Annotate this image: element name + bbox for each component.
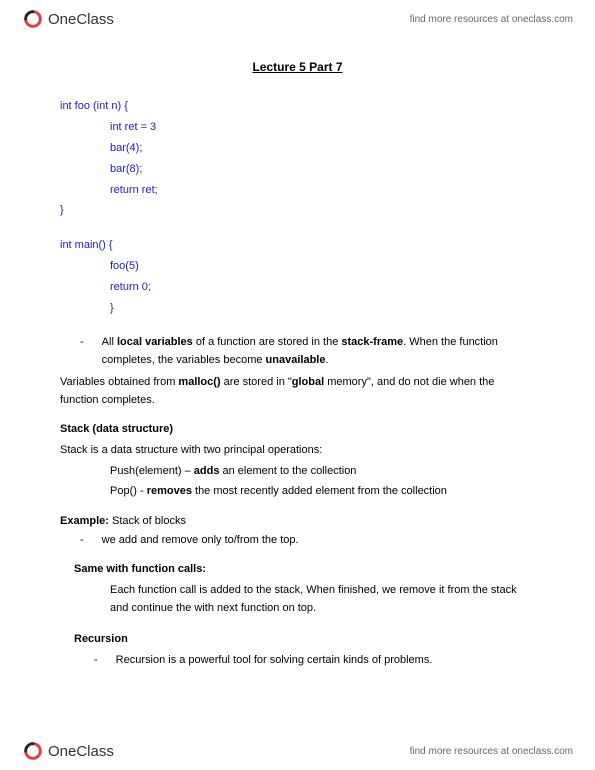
bullet-dash: - xyxy=(94,651,98,669)
document-content: Lecture 5 Part 7 int foo (int n) { int r… xyxy=(60,60,535,720)
logo-icon xyxy=(22,740,44,762)
heading-recursion: Recursion xyxy=(60,633,535,645)
brand-logo: OneClass xyxy=(22,8,114,30)
heading-same-calls: Same with function calls: xyxy=(60,563,535,575)
recursion-bullet: - Recursion is a powerful tool for solvi… xyxy=(60,651,535,669)
code-line: return ret; xyxy=(60,180,535,201)
brand-logo-footer: OneClass xyxy=(22,740,114,762)
footer-resources-link[interactable]: find more resources at oneclass.com xyxy=(410,746,573,757)
pop-operation: Pop() - removes the most recently added … xyxy=(60,482,535,501)
paragraph-same-calls: Each function call is added to the stack… xyxy=(60,581,535,617)
example-heading: Example: Stack of blocks xyxy=(60,515,535,527)
code-line: bar(4); xyxy=(60,138,535,159)
code-line: foo(5) xyxy=(60,256,535,277)
page-header: OneClass find more resources at oneclass… xyxy=(0,0,595,38)
code-line: } xyxy=(60,298,535,319)
code-line: int ret = 3 xyxy=(60,117,535,138)
paragraph-malloc: Variables obtained from malloc() are sto… xyxy=(60,373,535,409)
paragraph-stack-intro: Stack is a data structure with two princ… xyxy=(60,441,535,459)
code-line: } xyxy=(60,200,535,221)
logo-icon xyxy=(22,8,44,30)
code-block-main: int main() { foo(5) return 0; } xyxy=(60,235,535,319)
paragraph-local-vars: - All local variables of a function are … xyxy=(60,333,535,369)
code-line: return 0; xyxy=(60,277,535,298)
page-title: Lecture 5 Part 7 xyxy=(60,60,535,74)
heading-stack: Stack (data structure) xyxy=(60,423,535,435)
bullet-dash: - xyxy=(80,531,84,549)
bullet-dash: - xyxy=(80,333,84,369)
code-line: bar(8); xyxy=(60,159,535,180)
logo-text: OneClass xyxy=(48,743,114,760)
header-resources-link[interactable]: find more resources at oneclass.com xyxy=(410,14,573,25)
bullet-text: we add and remove only to/from the top. xyxy=(102,531,299,549)
code-line: int main() { xyxy=(60,235,535,256)
bullet-text: All local variables of a function are st… xyxy=(102,333,535,369)
logo-text: OneClass xyxy=(48,11,114,28)
push-operation: Push(element) – adds an element to the c… xyxy=(60,462,535,481)
page-footer: OneClass find more resources at oneclass… xyxy=(0,732,595,770)
example-bullet: - we add and remove only to/from the top… xyxy=(60,531,535,549)
code-line: int foo (int n) { xyxy=(60,96,535,117)
bullet-text: Recursion is a powerful tool for solving… xyxy=(116,651,433,669)
code-block-foo: int foo (int n) { int ret = 3 bar(4); ba… xyxy=(60,96,535,221)
